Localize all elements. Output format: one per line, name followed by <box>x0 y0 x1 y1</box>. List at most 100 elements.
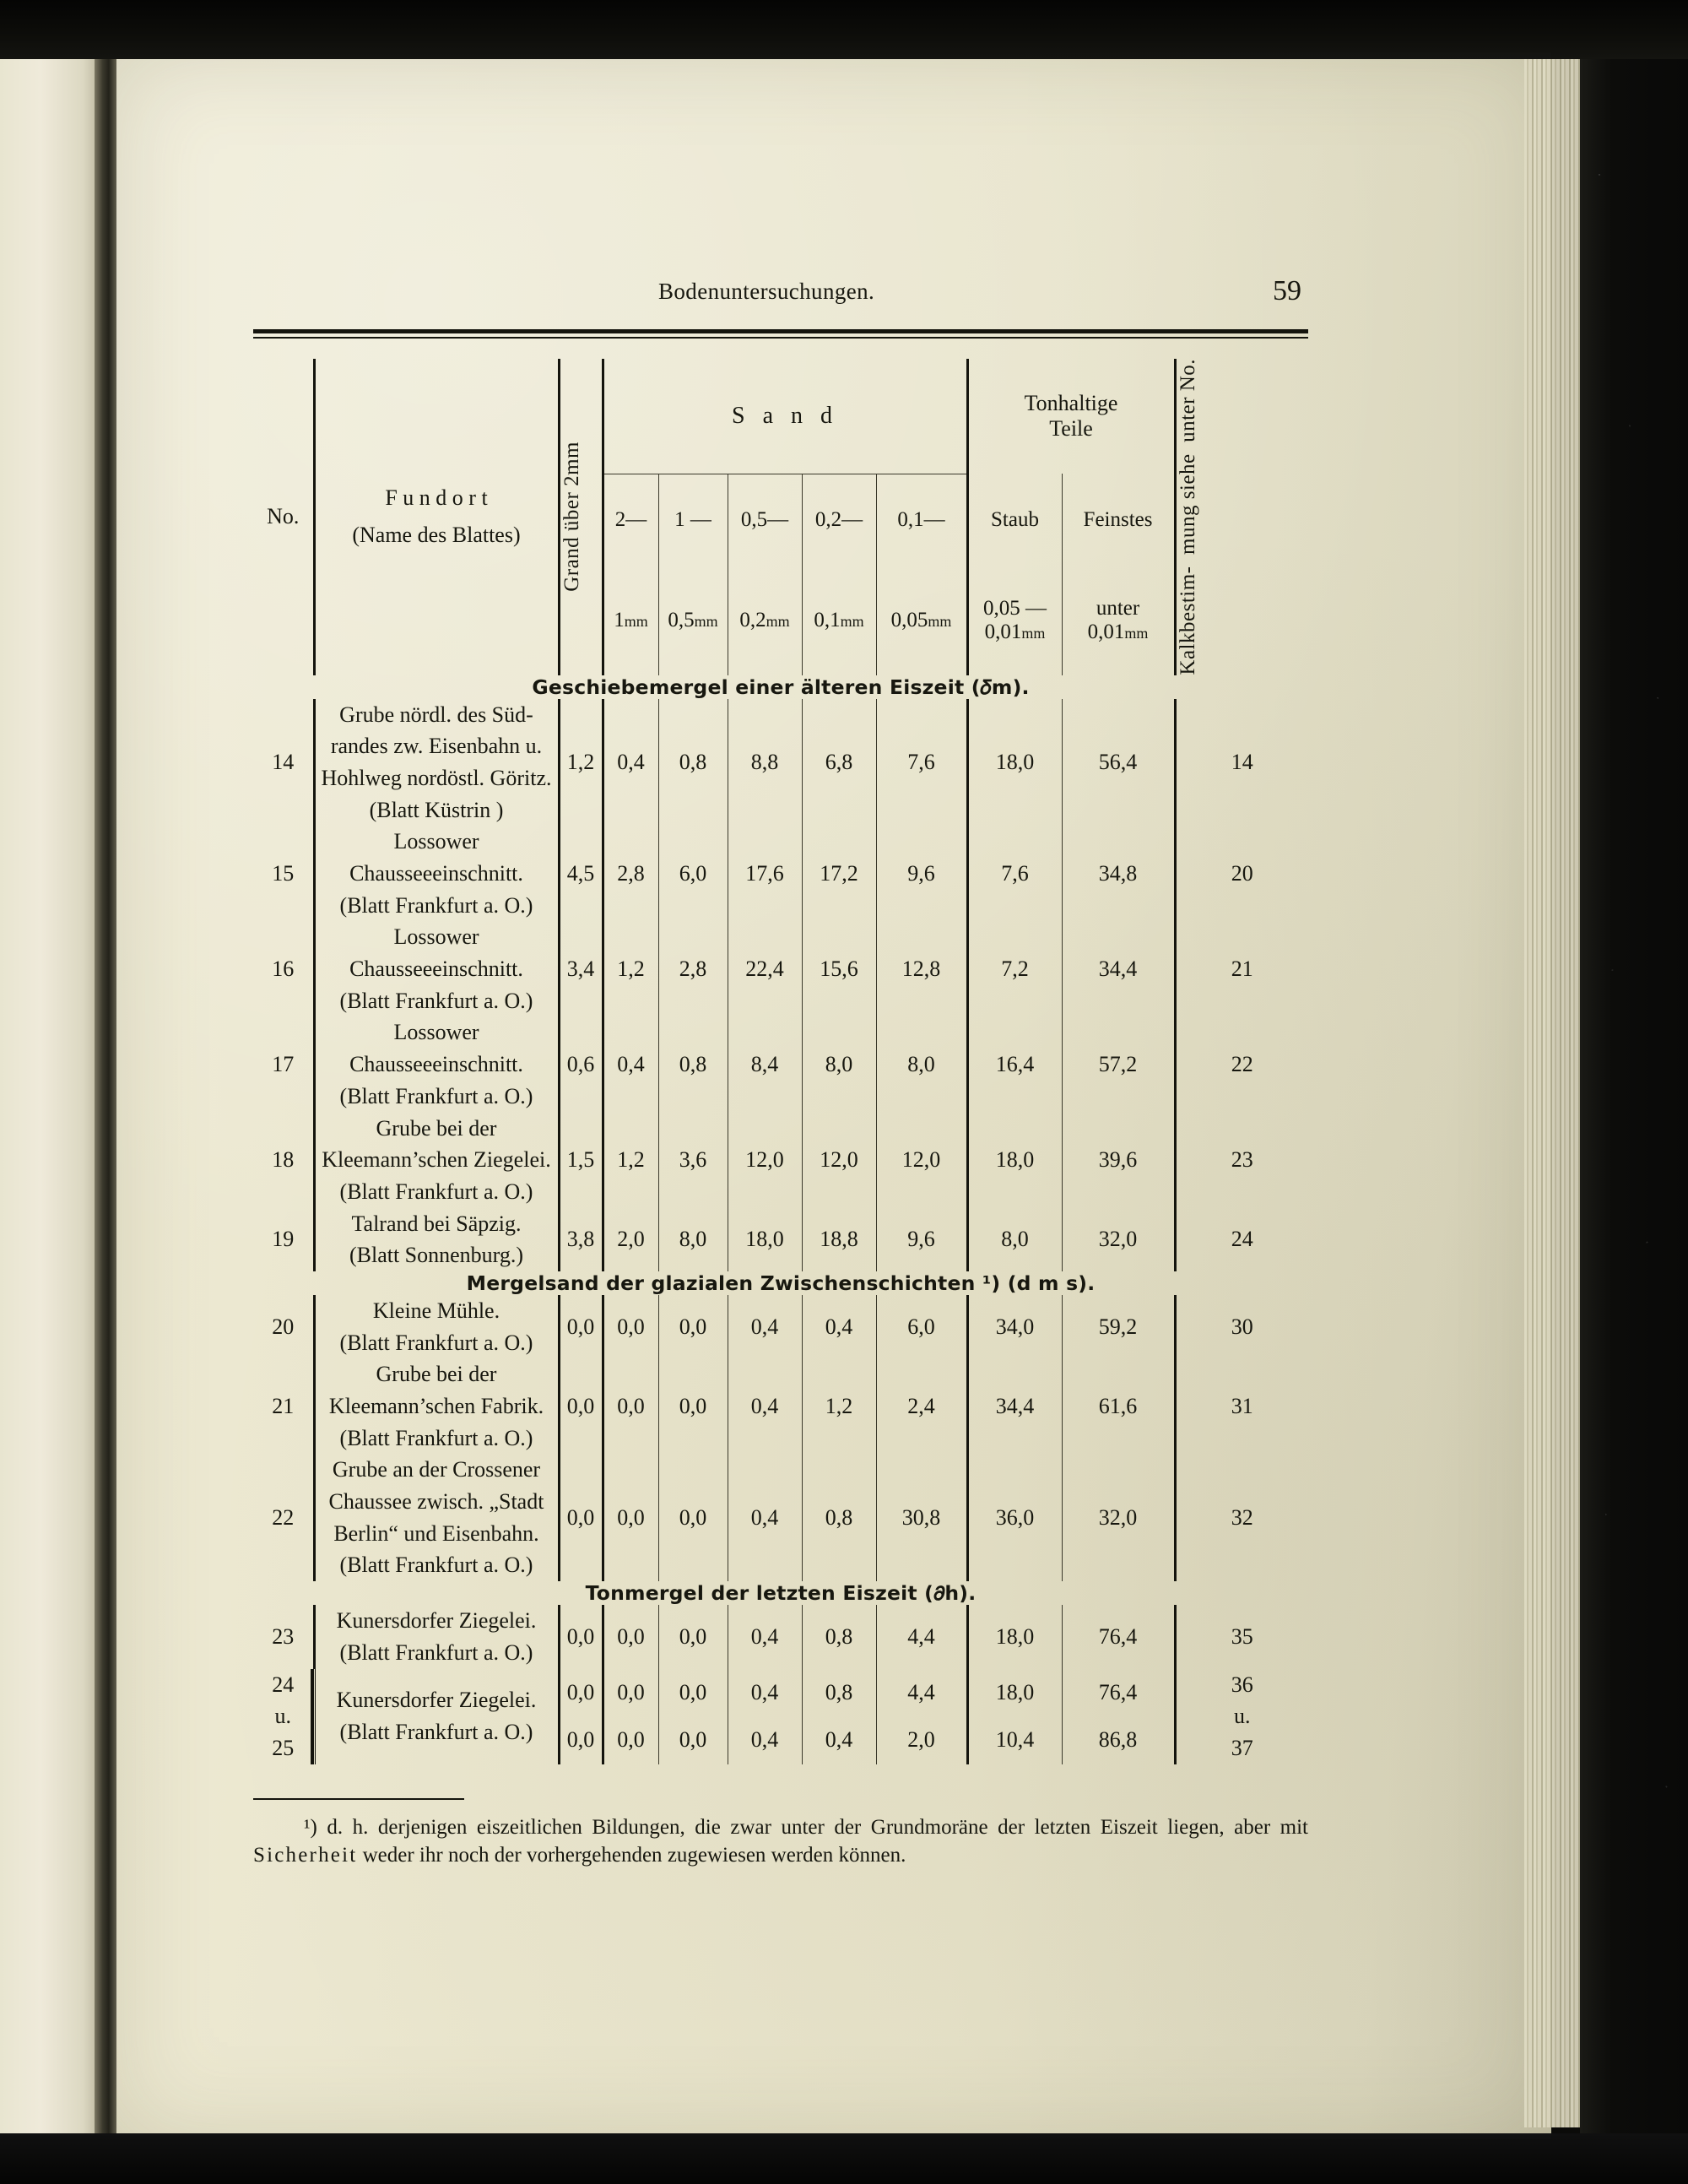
cell-value: 1,2 <box>603 1112 659 1208</box>
cell-value: 0,0 <box>557 1716 604 1764</box>
cell-value: 2,0 <box>603 1207 659 1271</box>
running-head: Bodenuntersuchungen. 59 <box>253 275 1308 329</box>
cell-value: 0,4 <box>802 1716 877 1764</box>
header-range-2-bot: 0,5mm <box>658 566 728 675</box>
place-line: (Blatt Frankfurt a. O.) <box>339 1083 533 1108</box>
kalk-cell: 22 <box>1231 1052 1253 1076</box>
cell-value: 0,0 <box>603 1716 659 1764</box>
cell-value: 0,0 <box>603 1454 659 1582</box>
cell-value: 6,8 <box>802 698 877 826</box>
cell-value: 0,4 <box>728 1605 803 1669</box>
cell-value: 1,2 <box>802 1358 877 1455</box>
cell-value: 15,6 <box>802 921 877 1017</box>
header-fundort-line2: (Name des Blattes) <box>352 523 521 548</box>
cell-value: 32,0 <box>1062 1454 1177 1582</box>
cell-value: 1,2 <box>603 921 659 1017</box>
section-title: Geschiebemergel einer älteren Eiszeit (𝛿… <box>532 675 1030 699</box>
header-tonhaltige-l1: Tonhaltige <box>1024 390 1118 415</box>
table-row: 21 Grube bei der Kleemann’schen Fabrik. (Bl… <box>253 1358 1308 1455</box>
cell-value: 0,0 <box>603 1294 659 1359</box>
cell-value: 30,8 <box>876 1454 969 1582</box>
place-line: (Blatt Frankfurt a. O.) <box>339 1639 533 1665</box>
place-line: randes zw. Eisenbahn u. <box>330 734 543 759</box>
scan-border-bottom <box>0 2133 1688 2184</box>
book-gutter <box>95 52 118 2138</box>
place-cell: Grube nördl. des Süd-randes zw. Eisenbah… <box>314 698 560 826</box>
cell-value: 12,0 <box>728 1112 803 1208</box>
header-staub-range: 0,05 — 0,01mm <box>967 566 1063 675</box>
footnote-rule <box>253 1797 464 1800</box>
running-head-title: Bodenuntersuchungen. <box>658 279 875 304</box>
place-cell: Lossower Chausseeeinschnitt. (Blatt Frankf… <box>314 826 560 922</box>
place-line: Grube nördl. des Süd- <box>339 702 533 727</box>
cell-value: 0,4 <box>603 1016 659 1113</box>
table-row: 20 Kleine Mühle. (Blatt Frankfurt a. O.) 0,… <box>253 1294 1308 1359</box>
kalk-cell: 32 <box>1231 1504 1253 1530</box>
cell-value: 0,0 <box>658 1668 728 1717</box>
cell-value: 76,4 <box>1062 1605 1177 1669</box>
cell-value: 9,6 <box>876 826 969 922</box>
table-row: 14 Grube nördl. des Süd-randes zw. Eisenb… <box>253 698 1308 826</box>
cell-value: 3,8 <box>557 1207 604 1271</box>
table-row: 17 Lossower Chausseeeinschnitt. (Blatt Fran… <box>253 1016 1308 1113</box>
cell-value: 18,8 <box>802 1207 877 1271</box>
table-row: 15 Lossower Chausseeeinschnitt. (Blatt Fran… <box>253 826 1308 922</box>
table-row: 23 Kunersdorfer Ziegelei. (Blatt Frankfurt… <box>253 1605 1308 1669</box>
cell-value: 32,0 <box>1062 1207 1177 1271</box>
place-cell: Kunersdorfer Ziegelei. (Blatt Frankfurt a… <box>314 1668 560 1764</box>
cell-value: 4,4 <box>876 1668 969 1717</box>
cell-value: 7,6 <box>876 698 969 826</box>
cell-value: 0,0 <box>557 1294 604 1359</box>
kalk-line: u. <box>1234 1704 1251 1729</box>
header-feinstes-l1: Feinstes <box>1062 474 1177 566</box>
cell-value: 17,2 <box>802 826 877 922</box>
place-line: Chausseeeinschnitt. <box>349 957 523 982</box>
row-number: 21 <box>253 1358 316 1455</box>
table-rule-top-thin <box>253 337 1308 339</box>
place-line: Lossower <box>393 1020 479 1045</box>
cell-value: 39,6 <box>1062 1112 1177 1208</box>
cell-value: 0,4 <box>728 1716 803 1764</box>
table-rule-top <box>253 329 1308 333</box>
place-line: (Blatt Frankfurt a. O.) <box>339 988 533 1013</box>
cell-value: 18,0 <box>966 698 1063 826</box>
cell-value: 6,0 <box>876 1294 969 1359</box>
place-line: Kunersdorfer Ziegelei. <box>336 1608 537 1634</box>
place-line: (Blatt Frankfurt a. O.) <box>339 1553 533 1578</box>
place-cell: Kunersdorfer Ziegelei. (Blatt Frankfurt a… <box>314 1605 560 1669</box>
row-number: 14 <box>253 698 316 826</box>
place-line: (Blatt Sonnenburg.) <box>349 1243 524 1268</box>
place-line: Lossower <box>393 829 479 854</box>
header-range-1-top: 2— <box>603 473 659 566</box>
footnote: ¹) d. h. derjenigen eiszeitlichen Bildun… <box>253 1813 1308 1870</box>
left-page-sliver <box>0 52 101 2138</box>
cell-value: 0,0 <box>603 1668 659 1717</box>
row-number: 22 <box>253 1454 316 1582</box>
place-cell: Kleine Mühle. (Blatt Frankfurt a. O.) <box>314 1294 560 1359</box>
header-feinstes-range: unter 0,01mm <box>1062 566 1177 675</box>
cell-value: 0,0 <box>603 1358 659 1455</box>
cell-value: 8,8 <box>728 698 803 826</box>
cell-value: 0,4 <box>728 1358 803 1455</box>
place-line: Kleemann’schen Ziegelei. <box>322 1147 551 1173</box>
cell-value: 8,0 <box>876 1016 969 1113</box>
cell-value: 8,0 <box>658 1207 728 1271</box>
kalk-cell: 20 <box>1231 860 1253 886</box>
place-line: Grube bei der <box>376 1362 497 1387</box>
footnote-marker: ¹) <box>304 1815 317 1839</box>
cell-value: 34,4 <box>1062 921 1177 1017</box>
place-line: Kleemann’schen Fabrik. <box>328 1394 544 1419</box>
row-number-line: 24 <box>272 1672 295 1697</box>
page-edges-fore <box>1524 59 1585 2127</box>
cell-value: 0,0 <box>557 1454 604 1582</box>
cell-value: 56,4 <box>1062 698 1177 826</box>
cell-value: 0,0 <box>658 1605 728 1669</box>
header-kalk-text: Kalkbestim- mung siehe unter No. <box>1176 359 1199 675</box>
table-row: 18 Grube bei der Kleemann’schen Ziegelei. (… <box>253 1112 1308 1208</box>
table-head: No. F u n d o r t (Name des Blattes) Gra… <box>253 359 1308 675</box>
cell-value: 18,0 <box>966 1668 1063 1717</box>
cell-value: 18,0 <box>728 1207 803 1271</box>
cell-value: 3,4 <box>557 921 604 1017</box>
row-number: 23 <box>253 1605 316 1669</box>
book-cover-right <box>1580 49 1688 2143</box>
